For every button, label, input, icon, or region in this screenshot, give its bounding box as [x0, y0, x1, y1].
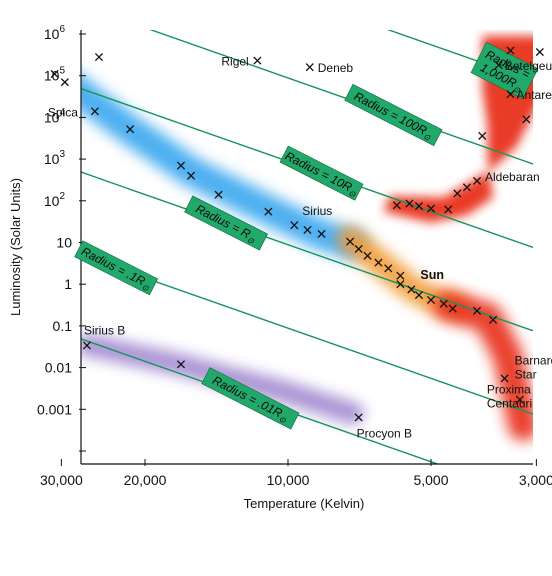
star-label: Procyon B: [357, 426, 412, 440]
y-axis-title: Luminosity (Solar Units): [8, 178, 23, 316]
radius-label-text-2: Radius = 10R⊙: [282, 149, 361, 200]
star-marker: [453, 189, 462, 198]
star-marker: [126, 125, 135, 134]
star-marker: [50, 69, 59, 79]
y-tick-label-9: 0.001: [37, 401, 72, 417]
star-label: Proxima Centauri: [487, 383, 532, 411]
star-label: Aldebaran: [485, 170, 540, 184]
star-marker: [82, 341, 92, 350]
star-marker: [500, 374, 509, 383]
radius-label-box-0: [470, 41, 539, 100]
star-label: Deneb: [318, 61, 354, 75]
star-label: Sun: [420, 268, 444, 282]
star-marker: [444, 205, 453, 214]
star-marker: [462, 183, 472, 192]
y-tick-label-3: 103: [44, 149, 66, 167]
star-marker: [60, 78, 69, 87]
star-marker: [303, 225, 312, 235]
y-tick-label-8: 0.01: [45, 360, 72, 376]
star-marker: [346, 237, 355, 246]
star-marker: [253, 56, 262, 65]
y-tick-label-2: 104: [44, 107, 66, 125]
y-tick-label-6: 1: [64, 276, 72, 292]
star-marker: [515, 395, 524, 404]
x-tick-label-3: 5,000: [413, 472, 448, 488]
y-tick-label-0: 106: [44, 24, 66, 42]
radius-line-3: [81, 171, 533, 332]
star-marker: [396, 280, 405, 289]
star-marker: [535, 47, 544, 57]
star-marker: [414, 201, 424, 211]
star-marker: [290, 221, 299, 230]
star-label: Antares: [517, 88, 552, 102]
star-marker: [489, 315, 498, 324]
radius-label-1: Radius = 100R⊙: [344, 83, 443, 147]
radius-label-4: Radius = .1R⊙: [74, 240, 159, 296]
star-label: Rigel: [221, 55, 248, 69]
star-region-bands: [81, 35, 533, 441]
star-marker: [392, 201, 401, 210]
radius-label-box-5: [201, 367, 300, 430]
star-label: Barnard'sStar: [515, 353, 552, 381]
star-marker: [405, 199, 414, 208]
star-marker: [506, 90, 515, 99]
star-marker: [214, 190, 223, 199]
x-tick-label-0: 30,000: [40, 472, 83, 488]
radius-line-1: [149, 30, 533, 165]
star-marker: [472, 176, 482, 185]
star-marker: [414, 290, 424, 300]
radius-label-box-3: [184, 195, 269, 251]
white-dwarf-band: [81, 333, 364, 425]
star-marker: [90, 107, 99, 116]
star-label: Sirius: [302, 204, 332, 218]
x-tick-label-4: 3,000: [519, 472, 552, 488]
radius-label-box-4: [74, 240, 159, 296]
radius-line-4: [81, 254, 533, 415]
star-marker: [354, 413, 363, 422]
star-marker: [264, 207, 273, 216]
star-marker: [506, 46, 515, 55]
star-marker: [384, 264, 393, 273]
star-marker: [374, 258, 383, 267]
x-axis-title: Temperature (Kelvin): [244, 496, 365, 511]
star-markers: [50, 46, 544, 422]
star-marker: [94, 52, 104, 62]
star-marker: [522, 115, 531, 124]
star-label: Sirius B: [84, 323, 125, 337]
upper-main-sequence-band: [81, 74, 368, 260]
star-label: Betelgeuse: [505, 59, 552, 73]
star-marker: [426, 295, 436, 304]
x-tick-label-2: 10,000: [267, 472, 310, 488]
star-marker: [494, 60, 503, 70]
radius-label-2: Radius = 10R⊙: [279, 145, 364, 201]
radius-label-box-1: [344, 83, 443, 147]
radius-label-text-1: Radius = 100R⊙: [351, 89, 436, 143]
star-marker: [407, 285, 416, 294]
star-marker: [305, 63, 314, 72]
y-tick-label-7: 0.1: [53, 318, 73, 334]
star-marker: [176, 161, 186, 170]
radius-label-box-2: [279, 145, 364, 201]
star-marker: [426, 204, 436, 213]
radius-label-text-4: Radius = .1R⊙: [78, 244, 154, 293]
star-marker: [439, 299, 448, 308]
radius-line-5: [81, 338, 440, 464]
y-tick-label-4: 102: [44, 191, 66, 209]
star-marker: [317, 229, 326, 239]
y-tick-label-1: 105: [44, 66, 66, 84]
star-marker: [176, 360, 186, 369]
star-labels: RigelDenebSpicaSiriusSunBarnard'sStarPro…: [48, 55, 552, 441]
x-tick-label-1: 20,000: [124, 472, 167, 488]
star-marker: [448, 304, 457, 313]
star-marker: [478, 131, 487, 140]
y-tick-label-5: 10: [56, 235, 72, 251]
star-label: Spica: [48, 105, 78, 119]
star-marker: [396, 271, 405, 280]
star-marker: [472, 306, 482, 315]
star-marker: [363, 251, 372, 260]
star-marker: [186, 171, 196, 180]
star-marker: [354, 244, 363, 254]
